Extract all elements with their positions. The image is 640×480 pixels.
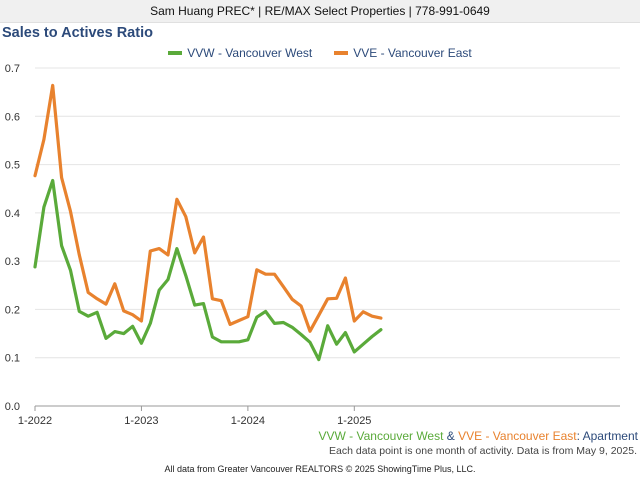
legend-label-vvw: VVW - Vancouver West xyxy=(187,46,313,60)
footnote-vvw: VVW - Vancouver West xyxy=(318,429,444,443)
credits-text: All data from Greater Vancouver REALTORS… xyxy=(164,464,476,474)
x-tick-label: 1-2025 xyxy=(337,415,371,427)
y-tick-label: 0.4 xyxy=(5,208,20,220)
footnote-ampersand: & xyxy=(443,429,459,443)
y-tick-label: 0.0 xyxy=(5,401,20,413)
footnote-vve: VVE - Vancouver East xyxy=(458,429,577,443)
legend-swatch-vvw xyxy=(168,51,183,55)
legend-item-vve[interactable]: VVE - Vancouver East xyxy=(334,46,472,60)
y-tick-label: 0.6 xyxy=(5,111,20,123)
legend-label-vve: VVE - Vancouver East xyxy=(353,46,472,60)
y-tick-label: 0.5 xyxy=(5,160,20,172)
x-tick-label: 1-2023 xyxy=(124,415,158,427)
data-note: Each data point is one month of activity… xyxy=(329,445,637,457)
y-tick-label: 0.1 xyxy=(5,353,20,365)
series-footnote: VVW - Vancouver West & VVE - Vancouver E… xyxy=(319,429,638,443)
chart-legend: VVW - Vancouver West VVE - Vancouver Eas… xyxy=(0,46,640,60)
y-tick-label: 0.2 xyxy=(5,304,20,316)
x-tick-label: 1-2022 xyxy=(18,415,52,427)
series-line-vve xyxy=(33,83,383,333)
x-tick-label: 1-2024 xyxy=(231,415,265,427)
y-tick-label: 0.7 xyxy=(5,63,20,75)
chart-title: Sales to Actives Ratio xyxy=(2,25,153,41)
agent-header-text: Sam Huang PREC* | RE/MAX Select Properti… xyxy=(150,4,490,18)
legend-swatch-vve xyxy=(334,51,349,55)
footnote-apartment: : Apartment xyxy=(576,429,638,443)
agent-header-bar: Sam Huang PREC* | RE/MAX Select Properti… xyxy=(0,0,640,23)
legend-item-vvw[interactable]: VVW - Vancouver West xyxy=(168,46,312,60)
y-tick-label: 0.3 xyxy=(5,256,20,268)
series-line-vvw xyxy=(33,178,383,362)
